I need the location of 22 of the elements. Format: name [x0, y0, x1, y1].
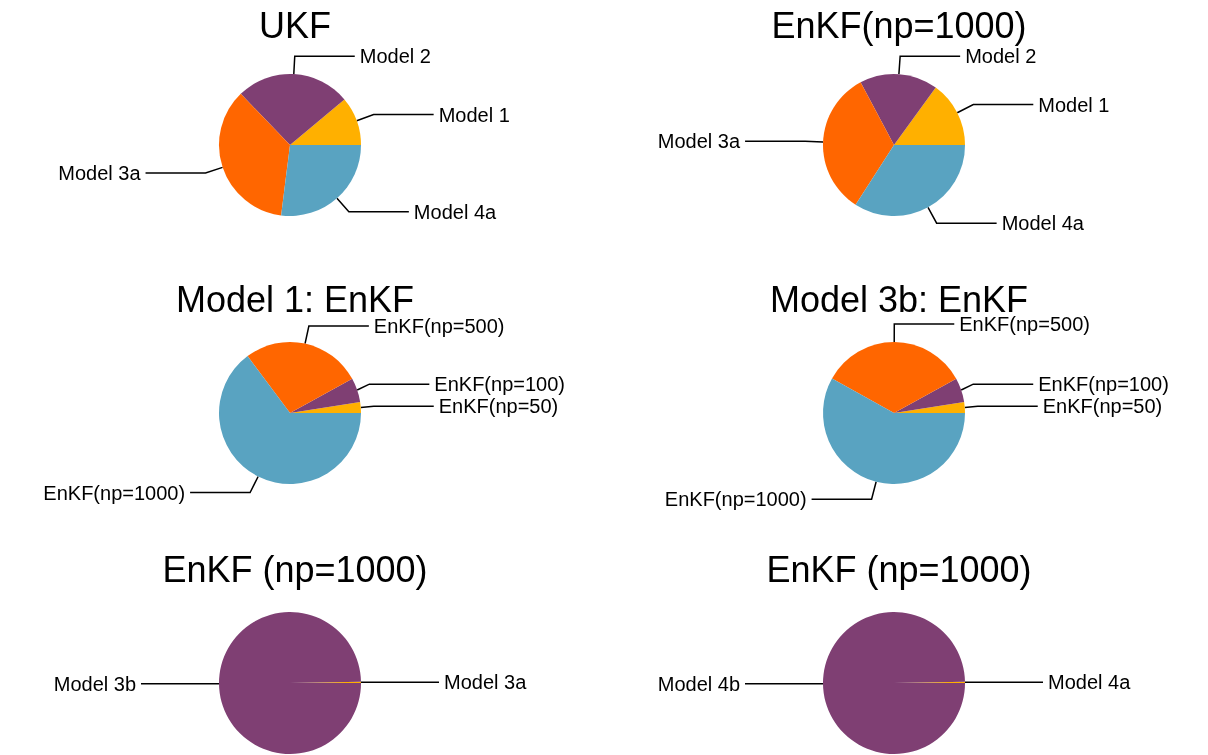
slice-label: Model 3a — [657, 130, 741, 153]
slice-label: Model 2 — [965, 45, 1037, 68]
chart-title: EnKF(np=1000) — [771, 4, 1027, 46]
chart-title: EnKF (np=1000) — [766, 548, 1032, 590]
slice-label: Model 4a — [1048, 671, 1132, 694]
slice-label: Model 1 — [1038, 93, 1110, 116]
slice-label: EnKF(np=1000) — [43, 481, 186, 504]
slice-label: EnKF(np=1000) — [664, 488, 807, 511]
slice-label: Model 1 — [438, 103, 510, 126]
slice-label: EnKF(np=50) — [438, 395, 559, 418]
slice-label: EnKF(np=100) — [1038, 373, 1169, 396]
slice-label: Model 2 — [359, 45, 431, 68]
slice-label: Model 3b — [53, 672, 136, 695]
slice-label: Model 4a — [413, 200, 498, 223]
chart-title: EnKF (np=1000) — [162, 548, 428, 590]
slice-label: Model 3a — [444, 671, 528, 694]
slice-label: EnKF(np=100) — [434, 373, 565, 396]
chart-title: UKF — [259, 4, 331, 46]
slice-label: Model 3a — [58, 162, 142, 185]
slice-label: EnKF(np=50) — [1042, 395, 1163, 418]
slice-label: Model 4a — [1001, 212, 1085, 235]
slice-label: Model 4b — [657, 672, 740, 695]
